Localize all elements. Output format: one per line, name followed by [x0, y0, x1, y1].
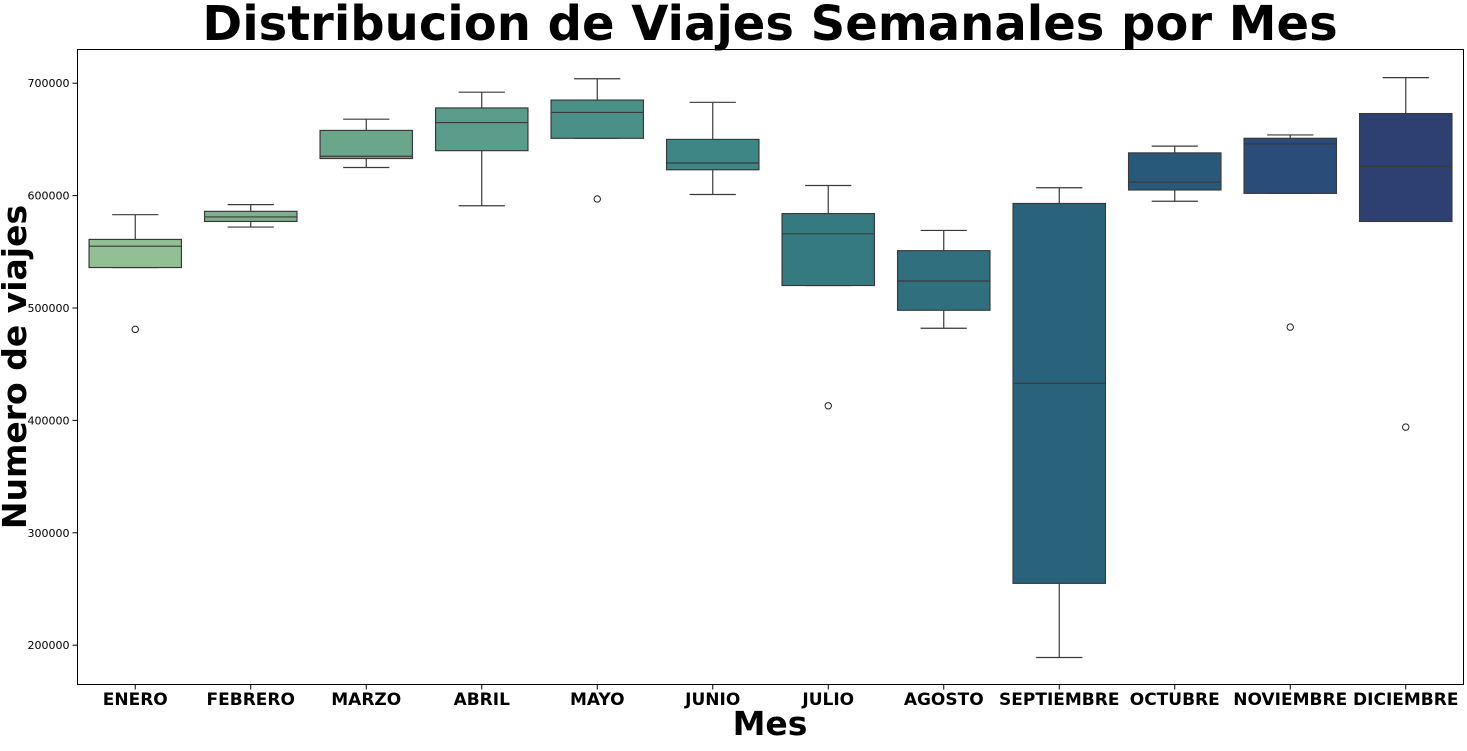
box-body [665, 138, 760, 171]
box-junio [665, 101, 760, 196]
x-tick-label: FEBRERO [207, 690, 295, 710]
box-body [1012, 202, 1107, 584]
outlier-point [1286, 323, 1294, 331]
box-enero [88, 214, 183, 334]
x-tick-label: OCTUBRE [1130, 690, 1220, 710]
outlier-point [1402, 423, 1410, 431]
plot-area-frame [77, 49, 1464, 685]
chart-title: Distribucion de Viajes Semanales por Mes [202, 0, 1337, 52]
y-tick-label: 200000 [28, 639, 70, 652]
box-octubre [1127, 145, 1222, 202]
outlier-point [593, 195, 601, 203]
y-tick-label: 700000 [28, 77, 70, 90]
box-body [550, 99, 645, 139]
box-mayo [550, 78, 645, 203]
y-axis: 200000 300000 400000 500000 600000 700000 [28, 77, 78, 652]
x-tick-label: AGOSTO [904, 690, 984, 710]
box-agosto [896, 229, 991, 329]
x-tick-label: MAYO [570, 690, 625, 710]
outlier-point [131, 325, 139, 334]
box-body [88, 238, 183, 269]
box-noviembre [1243, 134, 1338, 331]
x-axis-label: Mes [733, 704, 808, 743]
box-body [1127, 152, 1222, 191]
box-abril [434, 91, 529, 207]
y-tick-label: 500000 [28, 302, 70, 315]
x-tick-label: MARZO [331, 690, 401, 710]
x-tick-label: ENERO [103, 690, 168, 710]
box-body [1358, 112, 1453, 223]
box-body [319, 129, 414, 160]
y-tick-label: 600000 [28, 190, 70, 203]
box-julio [781, 184, 876, 410]
x-axis: ENERO FEBRERO MARZO ABRIL MAYO JUNIO JULIO AGOS… [103, 684, 1458, 710]
x-tick-label: ABRIL [454, 690, 511, 710]
y-tick-label: 400000 [28, 414, 70, 427]
x-tick-label: NOVIEMBRE [1233, 690, 1347, 710]
box-body [434, 107, 529, 152]
box-marzo [319, 118, 414, 169]
x-tick-label: SEPTIEMBRE [999, 690, 1119, 710]
x-tick-label: DICIEMBRE [1353, 690, 1458, 710]
box-body [1243, 137, 1338, 194]
box-febrero [203, 203, 298, 228]
x-tick-label: JULIO [801, 690, 854, 710]
box-diciembre [1358, 76, 1453, 431]
y-axis-label: Numero de viajes [0, 205, 34, 529]
outlier-point [824, 402, 832, 410]
box-body [781, 212, 876, 287]
box-series [88, 76, 1453, 659]
box-septiembre [1012, 187, 1107, 659]
y-tick-label: 300000 [28, 527, 70, 540]
x-tick-label: JUNIO [684, 690, 740, 710]
